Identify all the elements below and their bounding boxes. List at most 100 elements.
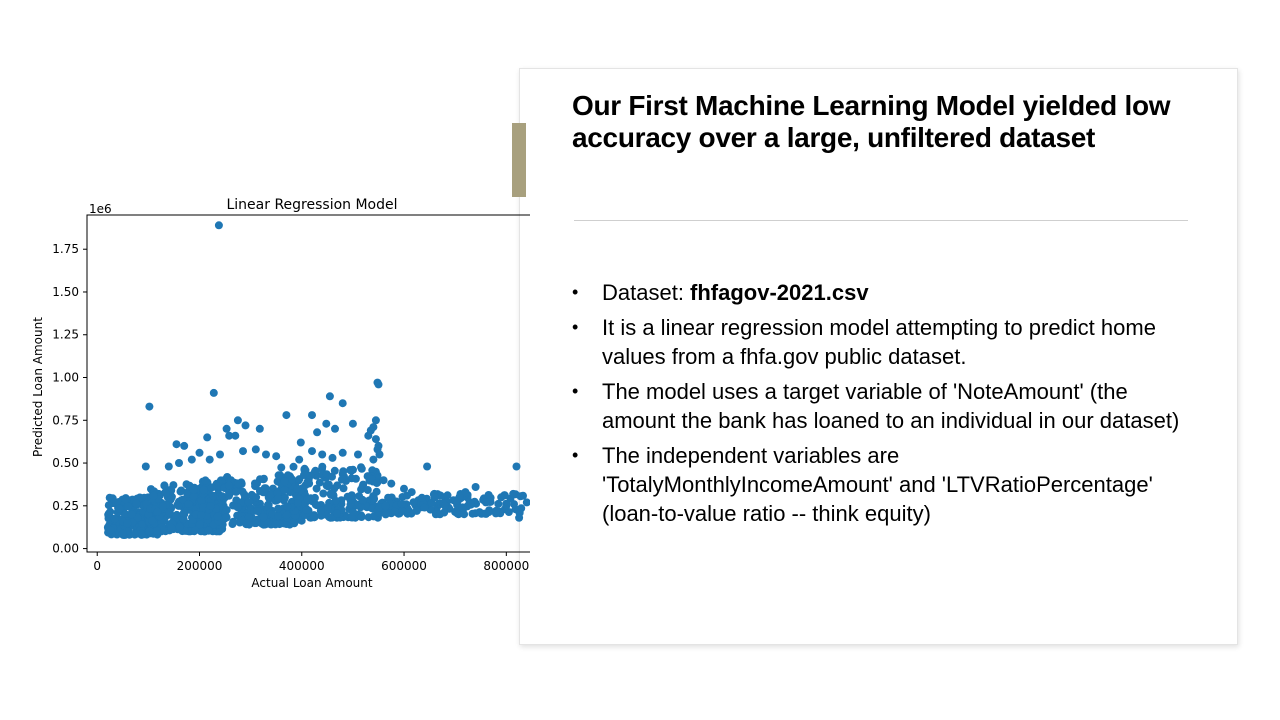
data-point — [510, 500, 518, 509]
data-point — [318, 462, 327, 471]
data-point — [231, 431, 240, 440]
slide-title: Our First Machine Learning Model yielded… — [572, 90, 1171, 153]
data-point — [375, 450, 384, 459]
data-point — [497, 493, 506, 502]
data-point — [331, 424, 339, 433]
bullet-target-variable: The model uses a target variable of 'Not… — [572, 377, 1192, 435]
data-point — [303, 478, 312, 486]
data-point — [348, 419, 357, 428]
data-point — [310, 493, 319, 502]
data-point — [222, 513, 231, 522]
y-tick-label: 1.00 — [52, 371, 79, 385]
data-point — [494, 499, 503, 508]
data-point — [387, 479, 396, 488]
y-tick-label: 0.75 — [52, 413, 79, 427]
data-point — [160, 481, 169, 490]
bullet-model-description: It is a linear regression model attempti… — [572, 313, 1192, 371]
data-point — [430, 493, 439, 502]
data-point — [115, 504, 124, 513]
data-point — [280, 486, 289, 495]
data-point — [467, 500, 476, 509]
data-point — [149, 491, 158, 500]
data-point — [295, 455, 304, 464]
data-point — [364, 431, 373, 440]
data-point — [458, 503, 467, 512]
data-point — [349, 508, 358, 517]
data-point — [229, 517, 238, 526]
data-point — [306, 471, 315, 480]
data-point — [172, 440, 181, 449]
data-point — [381, 501, 390, 510]
data-point — [148, 516, 157, 525]
data-point — [141, 462, 150, 471]
data-point — [375, 503, 384, 512]
data-point — [177, 486, 186, 495]
data-point — [357, 464, 366, 473]
data-point — [308, 411, 316, 420]
data-point — [441, 501, 449, 510]
data-point — [175, 522, 184, 531]
y-tick-label: 1.50 — [52, 285, 79, 299]
data-point — [271, 520, 280, 529]
x-tick-label: 200000 — [177, 559, 223, 573]
data-point — [272, 452, 281, 461]
y-tick-label: 1.25 — [52, 328, 79, 342]
data-point — [218, 492, 227, 501]
data-point — [127, 510, 136, 519]
data-point — [280, 477, 289, 486]
data-point — [179, 509, 188, 518]
data-point — [371, 435, 380, 444]
data-point — [106, 526, 115, 535]
data-point — [303, 495, 312, 504]
data-point — [174, 501, 183, 510]
data-point — [161, 489, 170, 498]
data-point — [338, 448, 347, 457]
data-point — [214, 221, 223, 230]
data-point — [310, 513, 319, 522]
data-point — [289, 462, 298, 471]
data-point — [137, 529, 146, 538]
data-point — [274, 494, 282, 503]
data-point — [379, 476, 388, 485]
x-tick-label: 400000 — [279, 559, 325, 573]
x-tick-label: 0 — [93, 559, 101, 573]
data-point — [381, 510, 390, 519]
data-point — [106, 507, 115, 516]
y-tick-label: 0.50 — [52, 456, 79, 470]
data-point — [512, 462, 521, 471]
data-point — [356, 503, 365, 512]
data-point — [502, 501, 511, 510]
data-point — [347, 466, 356, 475]
data-point — [199, 486, 208, 495]
data-point — [232, 487, 241, 496]
data-point — [118, 529, 127, 538]
data-point — [201, 476, 210, 485]
bullet-list: Dataset: fhfagov-2021.csv It is a linear… — [572, 278, 1192, 534]
data-point — [238, 487, 247, 496]
data-point — [251, 445, 260, 454]
data-point — [331, 496, 340, 505]
data-point — [187, 455, 196, 464]
data-point — [327, 490, 335, 499]
data-point — [371, 416, 380, 425]
data-point — [179, 515, 188, 524]
data-point — [288, 475, 297, 484]
data-point — [206, 502, 215, 510]
data-point — [132, 499, 141, 508]
data-point — [354, 450, 362, 459]
plot-frame — [86, 214, 530, 553]
data-point — [253, 507, 262, 516]
bullet-independent-variables: The independent variables are 'TotalyMon… — [572, 441, 1192, 528]
data-point — [359, 480, 368, 489]
data-point — [204, 526, 213, 535]
y-tick-label: 0.25 — [52, 499, 79, 513]
data-point — [277, 463, 286, 472]
data-point — [195, 520, 204, 529]
data-point — [368, 466, 377, 475]
data-point — [322, 419, 331, 428]
x-axis-ticks: 0 200000 400000 600000 800000 — [93, 552, 529, 573]
data-point — [293, 484, 302, 493]
data-point — [313, 428, 322, 437]
data-point — [475, 508, 484, 517]
data-point — [145, 526, 154, 535]
